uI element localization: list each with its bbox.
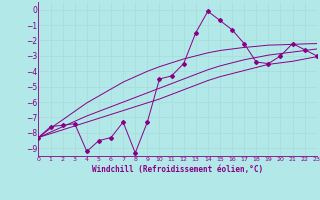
- X-axis label: Windchill (Refroidissement éolien,°C): Windchill (Refroidissement éolien,°C): [92, 165, 263, 174]
